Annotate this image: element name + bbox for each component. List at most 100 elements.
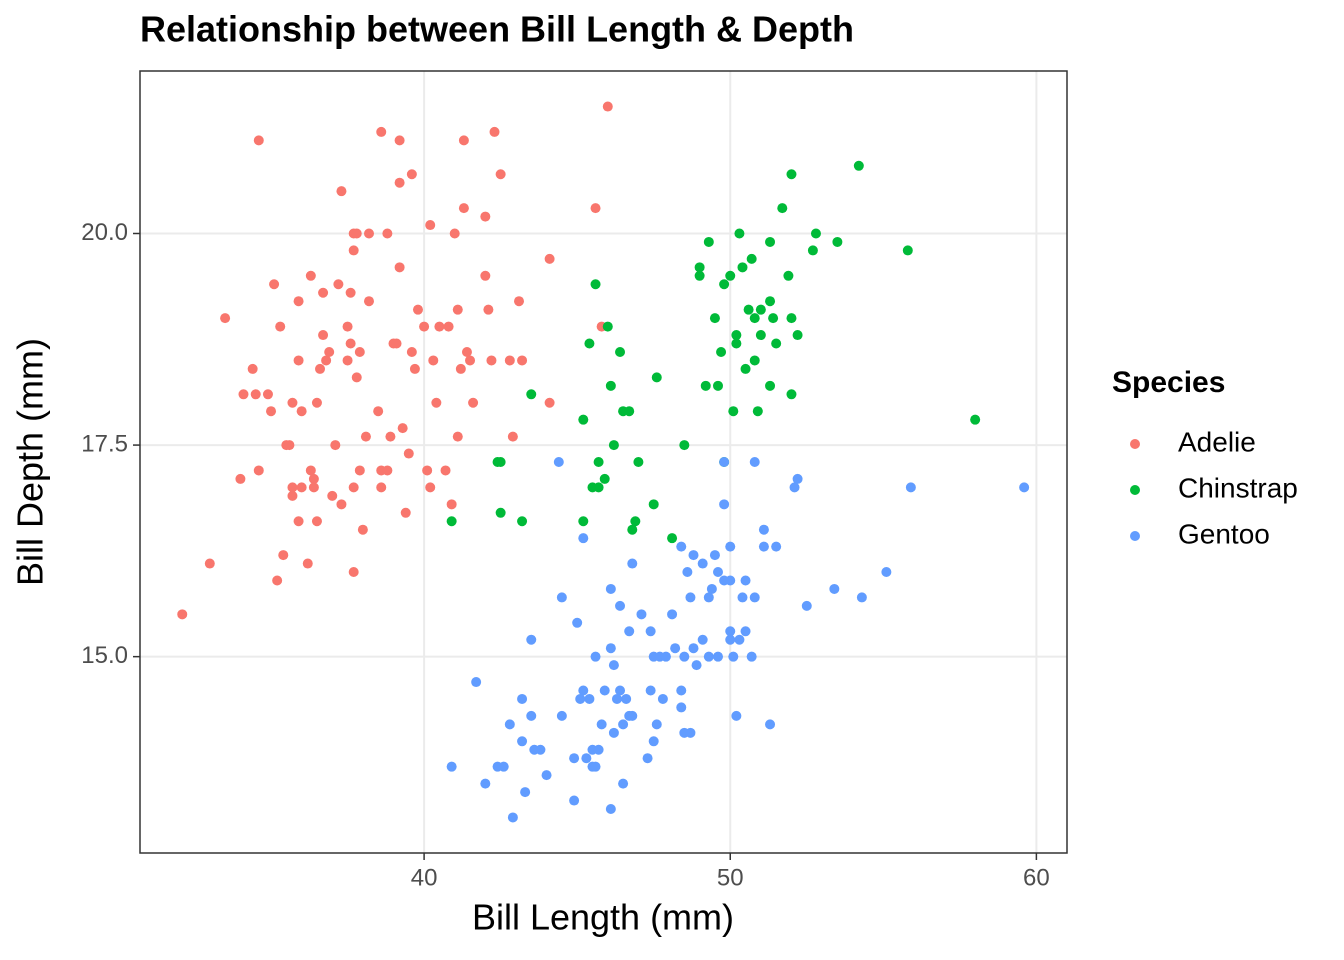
point <box>590 203 601 214</box>
point <box>749 592 760 603</box>
point <box>657 693 668 704</box>
point <box>544 397 555 408</box>
point <box>734 228 745 239</box>
point <box>526 389 537 400</box>
point <box>489 126 500 137</box>
point <box>253 465 264 476</box>
point <box>755 304 766 315</box>
point <box>517 355 528 366</box>
point <box>308 482 319 493</box>
point <box>853 160 864 171</box>
point <box>709 550 720 561</box>
point <box>235 473 246 484</box>
point <box>608 727 619 738</box>
point <box>685 727 696 738</box>
legend: Adelie Chinstrap Gentoo <box>1130 426 1298 549</box>
point <box>645 685 656 696</box>
x-tick-label: 50 <box>717 864 744 891</box>
point <box>284 440 295 451</box>
point <box>608 440 619 451</box>
point <box>608 660 619 671</box>
point <box>351 372 362 383</box>
point <box>584 338 595 349</box>
legend-label: Adelie <box>1178 426 1256 457</box>
point <box>905 482 916 493</box>
point <box>700 380 711 391</box>
y-tick-label: 17.5 <box>81 430 128 457</box>
point <box>403 448 414 459</box>
point <box>480 778 491 789</box>
point <box>725 541 736 552</box>
point <box>725 575 736 586</box>
point <box>694 262 705 273</box>
point <box>679 440 690 451</box>
legend-label: Gentoo <box>1178 518 1270 549</box>
point <box>275 321 286 332</box>
point <box>449 228 460 239</box>
point <box>382 228 393 239</box>
legend-label: Chinstrap <box>1178 472 1298 503</box>
point <box>697 558 708 569</box>
point <box>553 457 564 467</box>
point <box>832 236 843 247</box>
point <box>345 338 356 349</box>
point <box>354 465 365 476</box>
point <box>697 634 708 645</box>
point <box>688 550 699 561</box>
point <box>507 431 518 442</box>
point <box>605 643 616 654</box>
point <box>278 550 289 561</box>
point <box>327 490 338 501</box>
point <box>397 423 408 434</box>
point <box>318 287 329 298</box>
x-tick-label: 40 <box>411 864 438 891</box>
point <box>765 719 776 730</box>
point <box>682 567 693 578</box>
point <box>648 499 659 510</box>
grid <box>140 71 1067 853</box>
point <box>670 643 681 654</box>
y-axis-title: Bill Depth (mm) <box>10 338 51 586</box>
point <box>452 431 463 442</box>
point <box>758 524 769 535</box>
point <box>618 778 629 789</box>
point <box>177 609 188 620</box>
legend-swatch <box>1130 485 1140 495</box>
point <box>758 541 769 552</box>
point <box>458 203 469 214</box>
point <box>691 660 702 671</box>
point <box>777 203 788 214</box>
point <box>685 592 696 603</box>
point <box>517 736 528 747</box>
point <box>296 406 307 417</box>
point <box>287 397 298 408</box>
point <box>409 363 420 374</box>
x-tick-label: 60 <box>1023 864 1050 891</box>
legend-swatch <box>1130 439 1140 449</box>
point <box>621 693 632 704</box>
point <box>468 397 479 408</box>
point <box>801 600 812 611</box>
point <box>305 270 316 281</box>
point <box>504 355 515 366</box>
point <box>204 558 215 569</box>
point <box>765 380 776 391</box>
point <box>461 346 472 357</box>
point <box>709 313 720 324</box>
point <box>627 558 638 569</box>
point <box>572 617 583 628</box>
point <box>296 482 307 493</box>
point <box>425 482 436 493</box>
point <box>590 761 601 772</box>
point <box>443 321 454 332</box>
point <box>719 499 730 510</box>
point <box>578 685 589 696</box>
point <box>351 228 362 239</box>
point <box>455 363 466 374</box>
point <box>305 465 316 476</box>
point <box>676 685 687 696</box>
point <box>636 609 647 620</box>
point <box>412 304 423 315</box>
point <box>593 744 604 755</box>
point <box>734 634 745 645</box>
